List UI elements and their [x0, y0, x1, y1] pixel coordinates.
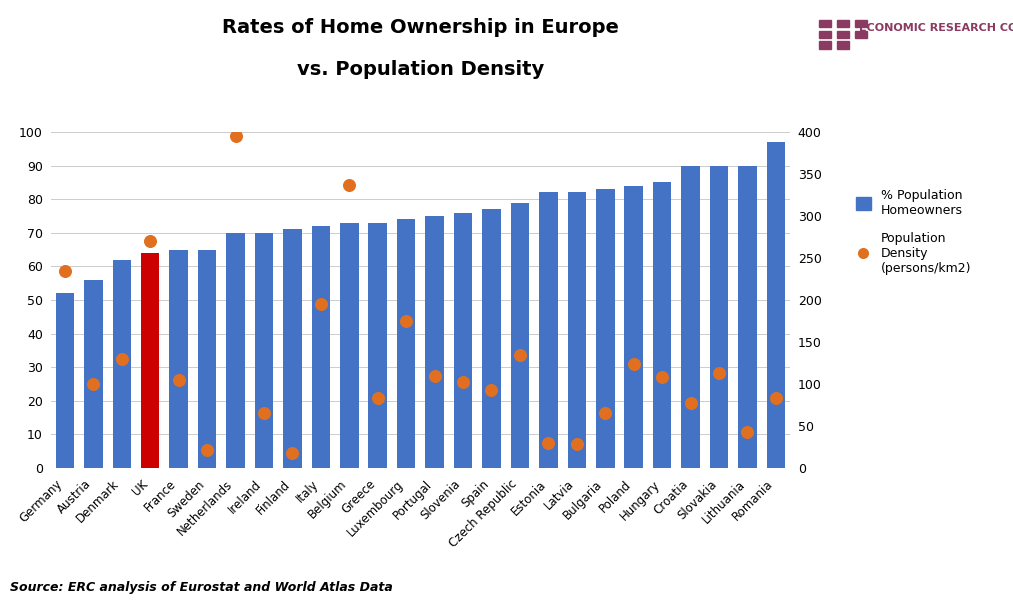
Point: [227, 131, 244, 141]
Text: Rates of Home Ownership in Europe: Rates of Home Ownership in Europe: [222, 18, 619, 37]
Point: [199, 445, 215, 454]
Point: [739, 427, 756, 437]
Bar: [767, 142, 785, 468]
Legend: % Population
Homeowners, Population
Density
(persons/km2): % Population Homeowners, Population Dens…: [856, 188, 971, 275]
Point: [256, 409, 272, 418]
Point: [341, 180, 358, 190]
Bar: [567, 193, 587, 468]
Point: [711, 368, 727, 378]
Text: Source: ERC analysis of Eurostat and World Atlas Data: Source: ERC analysis of Eurostat and Wor…: [10, 581, 393, 594]
Bar: [596, 189, 615, 468]
Point: [483, 385, 499, 395]
Bar: [738, 166, 757, 468]
Point: [113, 354, 130, 364]
Point: [398, 316, 414, 326]
Bar: [169, 250, 187, 468]
Point: [285, 448, 301, 458]
Bar: [340, 223, 359, 468]
Point: [568, 439, 585, 448]
Point: [512, 350, 528, 360]
Text: ECONOMIC RESEARCH COUNCIL: ECONOMIC RESEARCH COUNCIL: [859, 23, 1013, 33]
Bar: [425, 216, 444, 468]
Bar: [312, 226, 330, 468]
Point: [142, 236, 158, 246]
Bar: [254, 233, 274, 468]
Point: [654, 373, 671, 382]
Bar: [84, 280, 102, 468]
Point: [426, 371, 443, 380]
Bar: [112, 260, 131, 468]
Bar: [198, 250, 217, 468]
Bar: [539, 193, 557, 468]
Text: vs. Population Density: vs. Population Density: [297, 60, 544, 79]
Point: [170, 375, 186, 385]
Point: [598, 408, 614, 418]
Bar: [682, 166, 700, 468]
Bar: [141, 253, 159, 468]
Bar: [482, 209, 500, 468]
Point: [683, 398, 699, 408]
Bar: [284, 229, 302, 468]
Bar: [454, 212, 472, 468]
Bar: [653, 182, 672, 468]
Bar: [624, 186, 643, 468]
Point: [626, 359, 642, 368]
Point: [455, 377, 471, 387]
Point: [370, 394, 386, 403]
Bar: [56, 293, 74, 468]
Bar: [397, 220, 415, 468]
Point: [768, 394, 784, 403]
Point: [85, 379, 101, 389]
Bar: [710, 166, 728, 468]
Bar: [226, 233, 245, 468]
Bar: [369, 223, 387, 468]
Point: [313, 299, 329, 309]
Point: [57, 266, 73, 275]
Point: [540, 438, 556, 448]
Bar: [511, 203, 529, 468]
